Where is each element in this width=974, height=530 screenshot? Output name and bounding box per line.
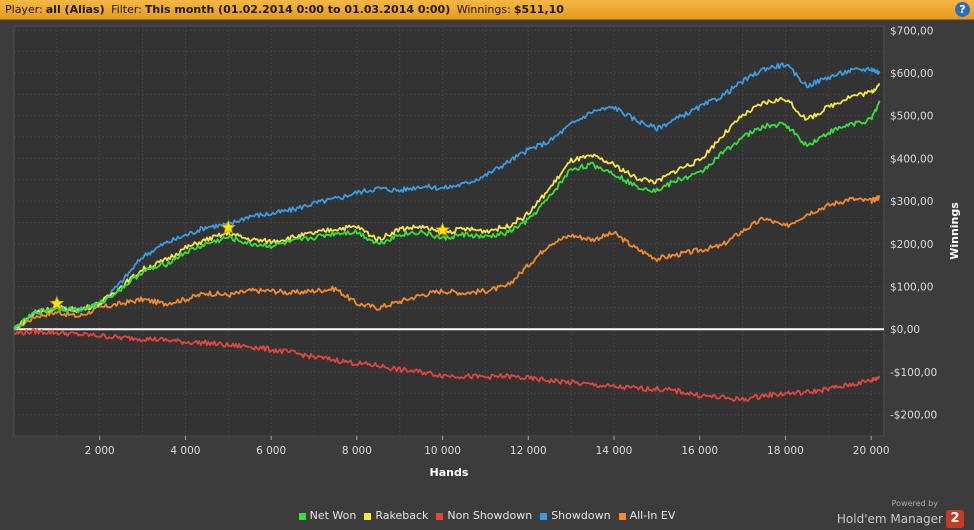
star-marker-icon bbox=[49, 295, 65, 311]
legend-swatch bbox=[436, 512, 444, 520]
y-tick-label: $700,00 bbox=[890, 25, 933, 37]
help-icon[interactable]: ? bbox=[955, 2, 970, 17]
filter-bar: Player: all (Alias) Filter: This month (01… bbox=[0, 0, 974, 20]
legend-label: All-In EV bbox=[629, 509, 676, 522]
hm2-logo-icon: 2 bbox=[946, 509, 964, 528]
winnings-value: $511,10 bbox=[513, 3, 564, 16]
y-tick-label: -$200,00 bbox=[890, 410, 937, 422]
series-line-net-won bbox=[13, 100, 881, 330]
legend-item-showdown[interactable]: Showdown bbox=[540, 509, 611, 522]
legend-item-all-in-ev[interactable]: All-In EV bbox=[618, 509, 676, 522]
legend-swatch bbox=[618, 512, 626, 520]
winnings-label: Winnings: bbox=[456, 3, 511, 16]
x-tick-label: 2 000 bbox=[85, 445, 115, 457]
x-tick-label: 10 000 bbox=[424, 445, 461, 457]
legend-swatch bbox=[298, 512, 306, 520]
y-tick-label: $300,00 bbox=[890, 196, 933, 208]
x-tick-label: 20 000 bbox=[853, 445, 890, 457]
y-tick-label: $500,00 bbox=[890, 111, 933, 123]
x-tick-label: 18 000 bbox=[767, 445, 804, 457]
legend-label: Net Won bbox=[309, 509, 357, 522]
legend-item-non-showdown[interactable]: Non Showdown bbox=[436, 509, 532, 522]
brand-name: Hold'em Manager bbox=[836, 511, 943, 526]
x-tick-label: 8 000 bbox=[342, 445, 372, 457]
legend-swatch bbox=[540, 512, 548, 520]
x-tick-label: 14 000 bbox=[596, 445, 633, 457]
series-line-all-in-ev bbox=[13, 195, 881, 330]
x-axis-label: Hands bbox=[430, 466, 469, 479]
y-axis-label: Winnings bbox=[948, 202, 961, 260]
star-marker-icon bbox=[220, 219, 236, 235]
legend-label: Showdown bbox=[551, 509, 611, 522]
legend-label: Non Showdown bbox=[447, 509, 533, 522]
y-tick-label: $600,00 bbox=[890, 68, 933, 80]
legend: Net Won Rakeback Non Showdown Showdown All-I… bbox=[0, 509, 974, 522]
filter-label: Filter: bbox=[111, 3, 142, 16]
legend-item-net-won[interactable]: Net Won bbox=[298, 509, 357, 522]
y-tick-label: $200,00 bbox=[890, 239, 933, 251]
x-tick-label: 6 000 bbox=[256, 445, 286, 457]
filter-value[interactable]: This month (01.02.2014 0:00 to 01.03.201… bbox=[144, 3, 451, 16]
x-tick-label: 16 000 bbox=[681, 445, 718, 457]
y-tick-label: -$100,00 bbox=[890, 367, 937, 379]
player-label: Player: bbox=[5, 3, 43, 16]
branding: Powered by Hold'em Manager 2 bbox=[837, 499, 964, 528]
powered-by-text: Powered by bbox=[891, 499, 938, 508]
legend-item-rakeback[interactable]: Rakeback bbox=[364, 509, 428, 522]
series-line-rakeback bbox=[13, 82, 880, 330]
legend-label: Rakeback bbox=[375, 509, 429, 522]
y-tick-label: $100,00 bbox=[890, 282, 933, 294]
star-marker-icon bbox=[434, 222, 451, 237]
winnings-graph: 2 000 4 000 6 000 8 000 10 000 12 000 14 000 16… bbox=[13, 25, 961, 479]
series-line-non-showdown bbox=[13, 328, 881, 402]
series-line-showdown bbox=[13, 62, 881, 331]
x-tick-label: 4 000 bbox=[170, 445, 200, 457]
y-tick-label: $0,00 bbox=[890, 324, 920, 336]
player-value[interactable]: all (Alias) bbox=[45, 3, 105, 16]
legend-swatch bbox=[364, 512, 372, 520]
x-tick-label: 12 000 bbox=[510, 445, 547, 457]
y-tick-label: $400,00 bbox=[890, 153, 933, 165]
